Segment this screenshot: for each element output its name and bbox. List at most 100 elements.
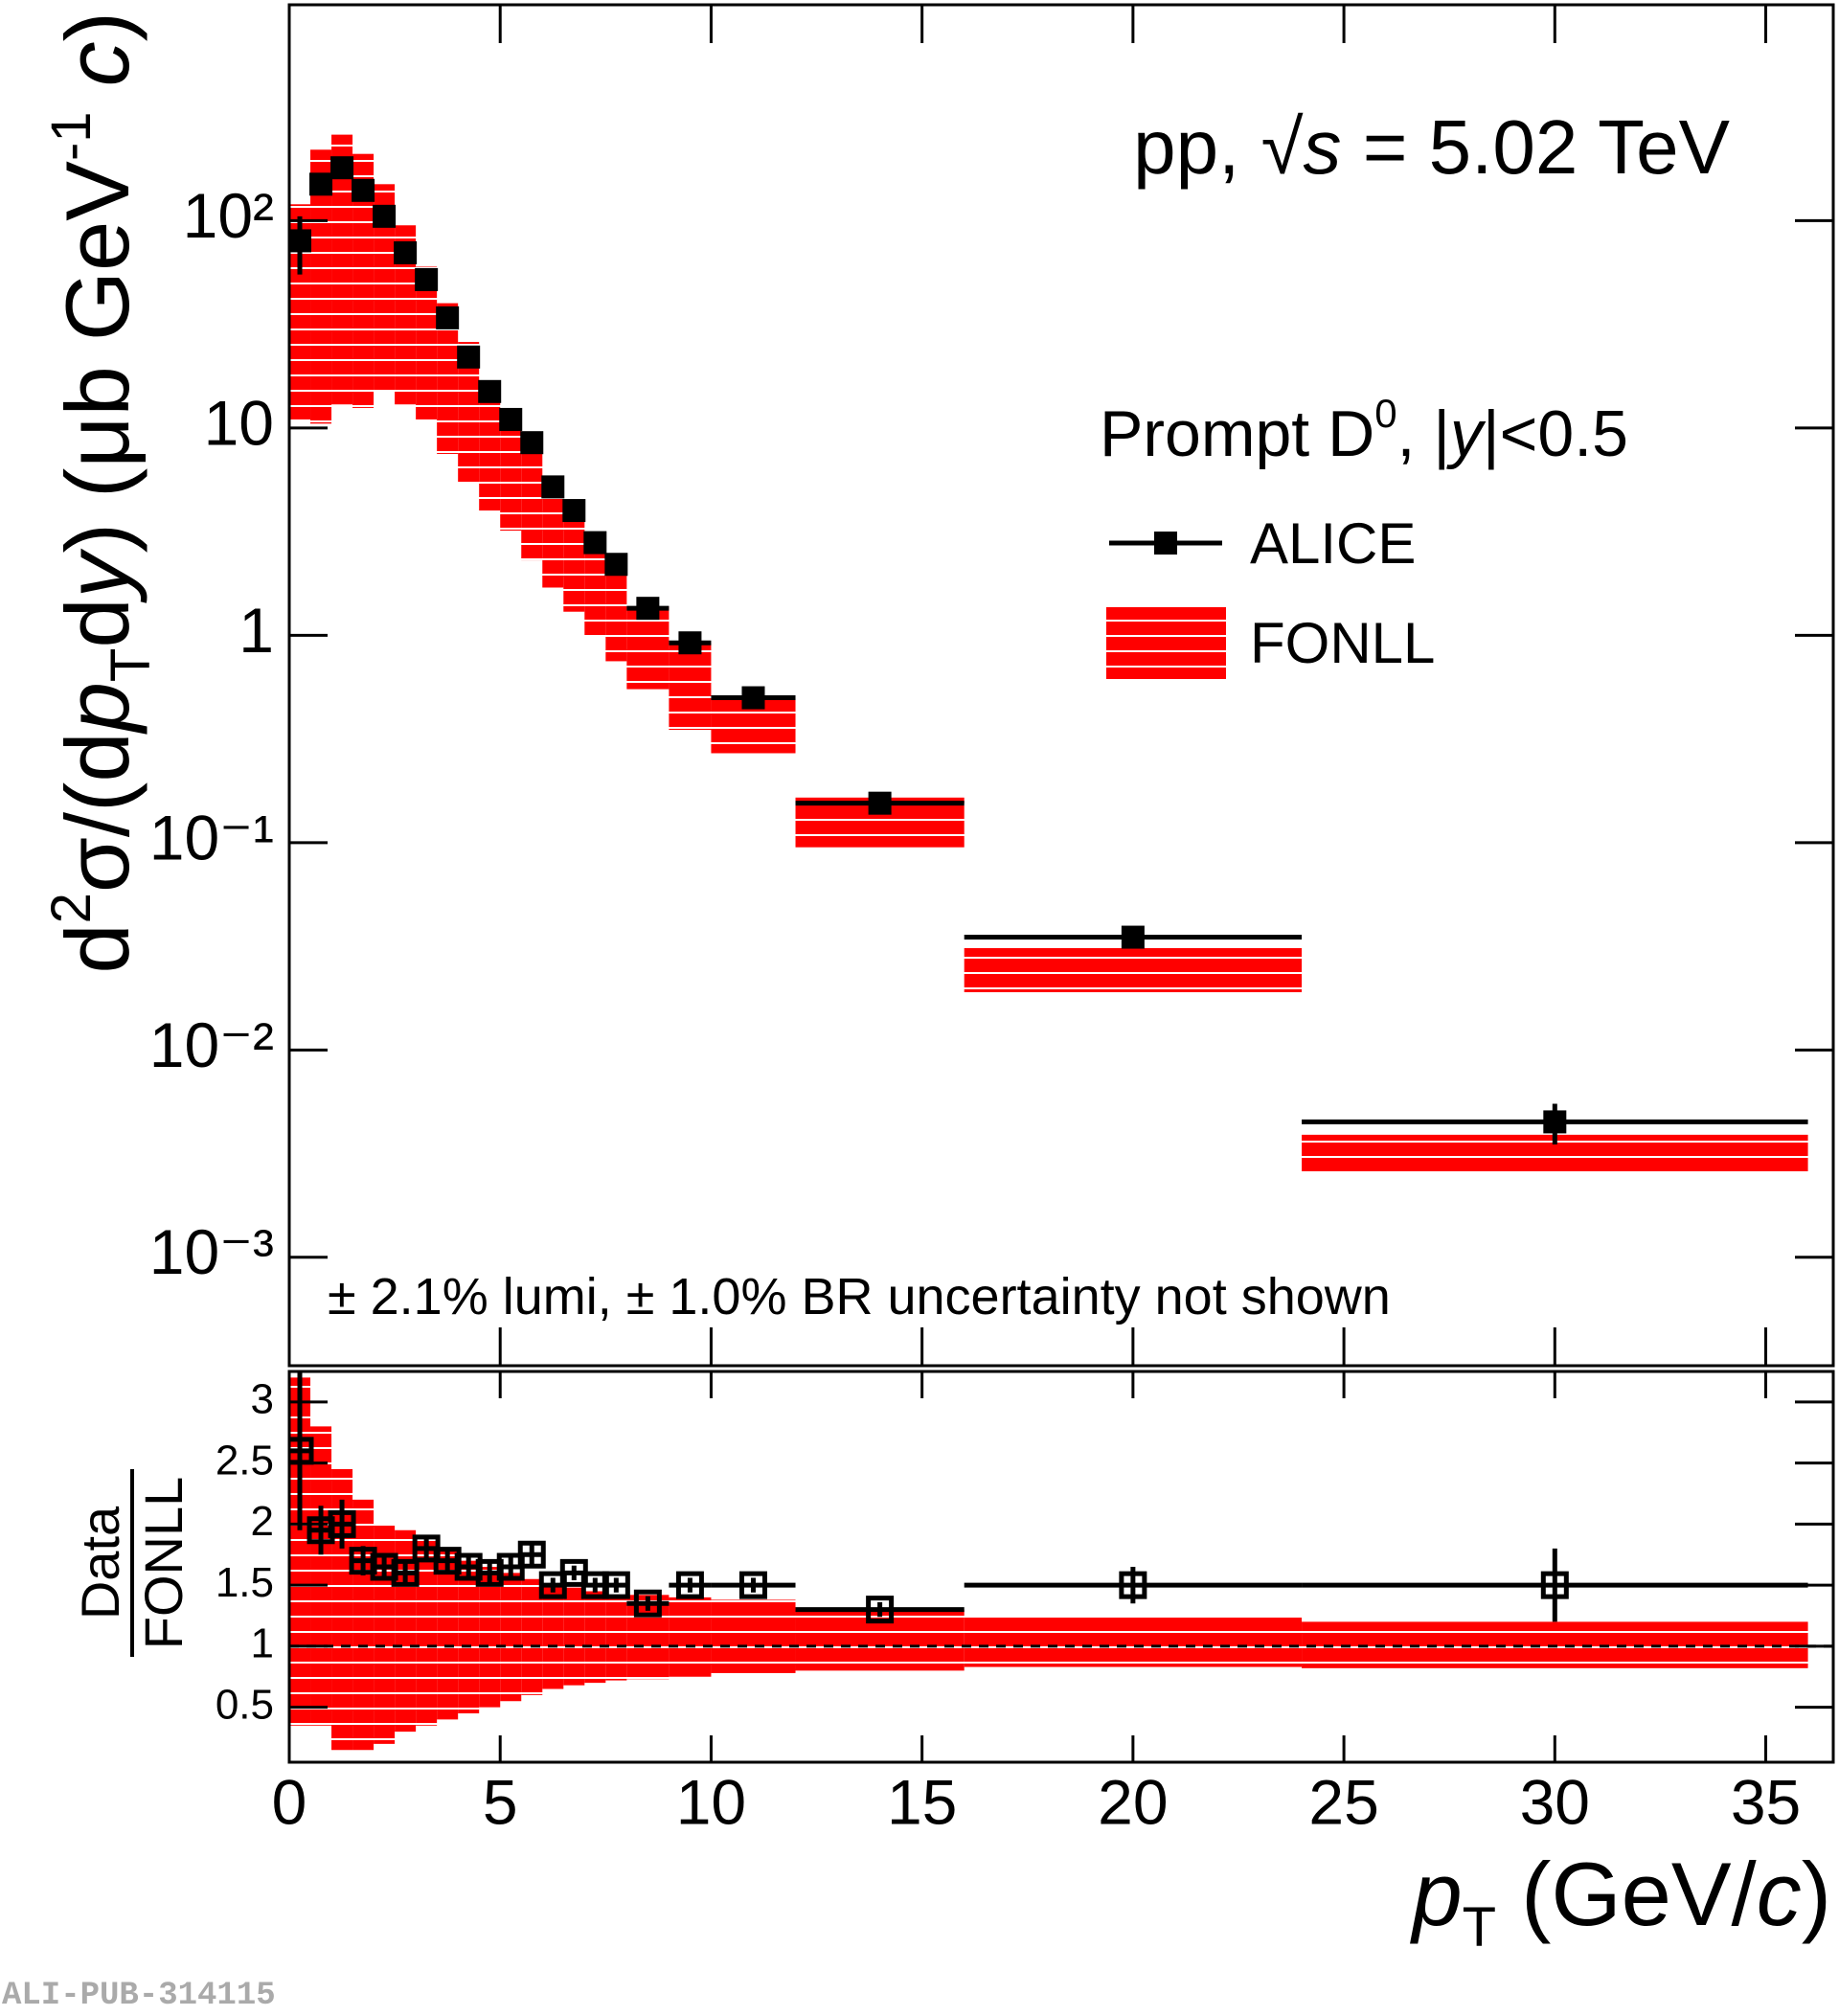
fonll-band bbox=[711, 1599, 796, 1673]
fonll-band bbox=[964, 947, 1303, 992]
y-tick-label: 0.5 bbox=[216, 1681, 274, 1728]
footer-id: ALI-PUB-314115 bbox=[2, 1978, 276, 2014]
data-point bbox=[1121, 925, 1145, 949]
data-point bbox=[866, 1596, 895, 1624]
fonll-band bbox=[479, 380, 501, 511]
legend-label: ALICE bbox=[1250, 511, 1416, 576]
fonll-band bbox=[563, 510, 585, 612]
fonll-band bbox=[584, 536, 606, 636]
fonll-band bbox=[605, 564, 627, 662]
data-point bbox=[517, 1540, 546, 1569]
data-point bbox=[675, 1571, 704, 1599]
y-tick-label: 2.5 bbox=[216, 1437, 274, 1484]
y-tick-label: 10 bbox=[204, 387, 274, 458]
y-tick-label: 1.5 bbox=[216, 1559, 274, 1606]
fonll-band bbox=[964, 1616, 1303, 1667]
data-point bbox=[328, 1509, 356, 1538]
data-point bbox=[289, 229, 312, 253]
fonll-band bbox=[500, 415, 522, 532]
fonll-band bbox=[331, 1469, 353, 1751]
data-point bbox=[415, 267, 439, 291]
data-point bbox=[352, 178, 375, 202]
data-point bbox=[309, 172, 333, 196]
y-tick-label: 2 bbox=[251, 1498, 274, 1545]
x-tick-label: 35 bbox=[1731, 1766, 1801, 1837]
data-point bbox=[738, 1571, 767, 1599]
fonll-band bbox=[310, 1426, 332, 1726]
fonll-band bbox=[437, 303, 459, 454]
legend-swatch bbox=[1106, 607, 1226, 679]
panel bbox=[289, 1371, 1833, 1751]
data-point bbox=[499, 407, 523, 431]
data-point bbox=[868, 791, 892, 815]
data-point bbox=[604, 553, 628, 577]
fonll-band bbox=[374, 184, 396, 392]
ratio-denominator: FONLL bbox=[133, 1477, 193, 1650]
fonll-band bbox=[542, 482, 564, 588]
energy-label: pp, √s = 5.02 TeV bbox=[1133, 104, 1730, 190]
fonll-band bbox=[331, 134, 353, 405]
fonll-band bbox=[521, 447, 543, 561]
fonll-band bbox=[521, 1578, 543, 1695]
y-tick-label: 1 bbox=[251, 1620, 274, 1667]
data-point bbox=[1119, 1571, 1147, 1599]
data-point bbox=[330, 156, 354, 180]
x-axis-title: pT (GeV/c) bbox=[1409, 1844, 1831, 1959]
y-tick-label: 1 bbox=[238, 595, 274, 666]
fonll-band bbox=[479, 1567, 501, 1708]
data-point bbox=[541, 475, 565, 499]
data-point bbox=[678, 631, 702, 655]
data-point bbox=[602, 1571, 630, 1599]
data-point bbox=[741, 686, 765, 710]
x-tick-label: 25 bbox=[1308, 1766, 1378, 1837]
data-point bbox=[1543, 1110, 1567, 1134]
data-point bbox=[373, 204, 397, 228]
y-axis-title: d2σ/(dpTdy) (μb GeV-1 c) bbox=[40, 11, 162, 974]
x-tick-label: 15 bbox=[887, 1766, 957, 1837]
legend-title: Prompt D0, |y|<0.5 bbox=[1100, 391, 1628, 470]
data-point bbox=[394, 240, 418, 264]
x-tick-label: 30 bbox=[1520, 1766, 1590, 1837]
data-point bbox=[583, 531, 607, 555]
y-tick-label: 10⁻¹ bbox=[149, 802, 274, 872]
panel bbox=[289, 134, 1808, 1171]
data-point bbox=[478, 379, 502, 403]
data-point bbox=[636, 597, 660, 621]
fonll-band bbox=[416, 1536, 438, 1726]
x-tick-label: 5 bbox=[483, 1766, 518, 1837]
fonll-band bbox=[500, 1573, 522, 1702]
fonll-band bbox=[605, 1595, 627, 1681]
fonll-band bbox=[458, 1560, 480, 1713]
fonll-band bbox=[395, 1529, 417, 1733]
note: ± 2.1% lumi, ± 1.0% BR uncertainty not s… bbox=[328, 1268, 1391, 1325]
x-tick-label: 10 bbox=[676, 1766, 746, 1837]
fonll-band bbox=[395, 225, 417, 405]
ratio-y-title: Data FONLL bbox=[70, 1469, 193, 1657]
legend-label: FONLL bbox=[1250, 611, 1435, 675]
frame bbox=[287, 1370, 1835, 1764]
data-point bbox=[520, 431, 544, 455]
fonll-band bbox=[563, 1587, 585, 1686]
fonll-band bbox=[542, 1585, 564, 1689]
x-tick-label: 20 bbox=[1098, 1766, 1168, 1837]
frame bbox=[287, 3, 1835, 1368]
fonll-band bbox=[310, 149, 332, 424]
legend-marker bbox=[1154, 532, 1177, 555]
fonll-band bbox=[416, 266, 438, 419]
fonll-band bbox=[458, 342, 480, 483]
data-point bbox=[436, 306, 460, 329]
y-tick-label: 3 bbox=[251, 1376, 274, 1423]
y-tick-label: 10⁻³ bbox=[149, 1216, 274, 1287]
ratio-numerator: Data bbox=[70, 1506, 130, 1620]
legend: ALICE FONLL bbox=[1106, 511, 1435, 679]
x-tick-label: 0 bbox=[272, 1766, 307, 1837]
y-tick-label: 10⁻² bbox=[149, 1009, 274, 1080]
data-point bbox=[633, 1589, 662, 1618]
fonll-band bbox=[352, 153, 375, 408]
fonll-band bbox=[669, 1597, 712, 1677]
fonll-band bbox=[669, 643, 712, 731]
fonll-band bbox=[584, 1591, 606, 1684]
fonll-band bbox=[437, 1548, 459, 1720]
